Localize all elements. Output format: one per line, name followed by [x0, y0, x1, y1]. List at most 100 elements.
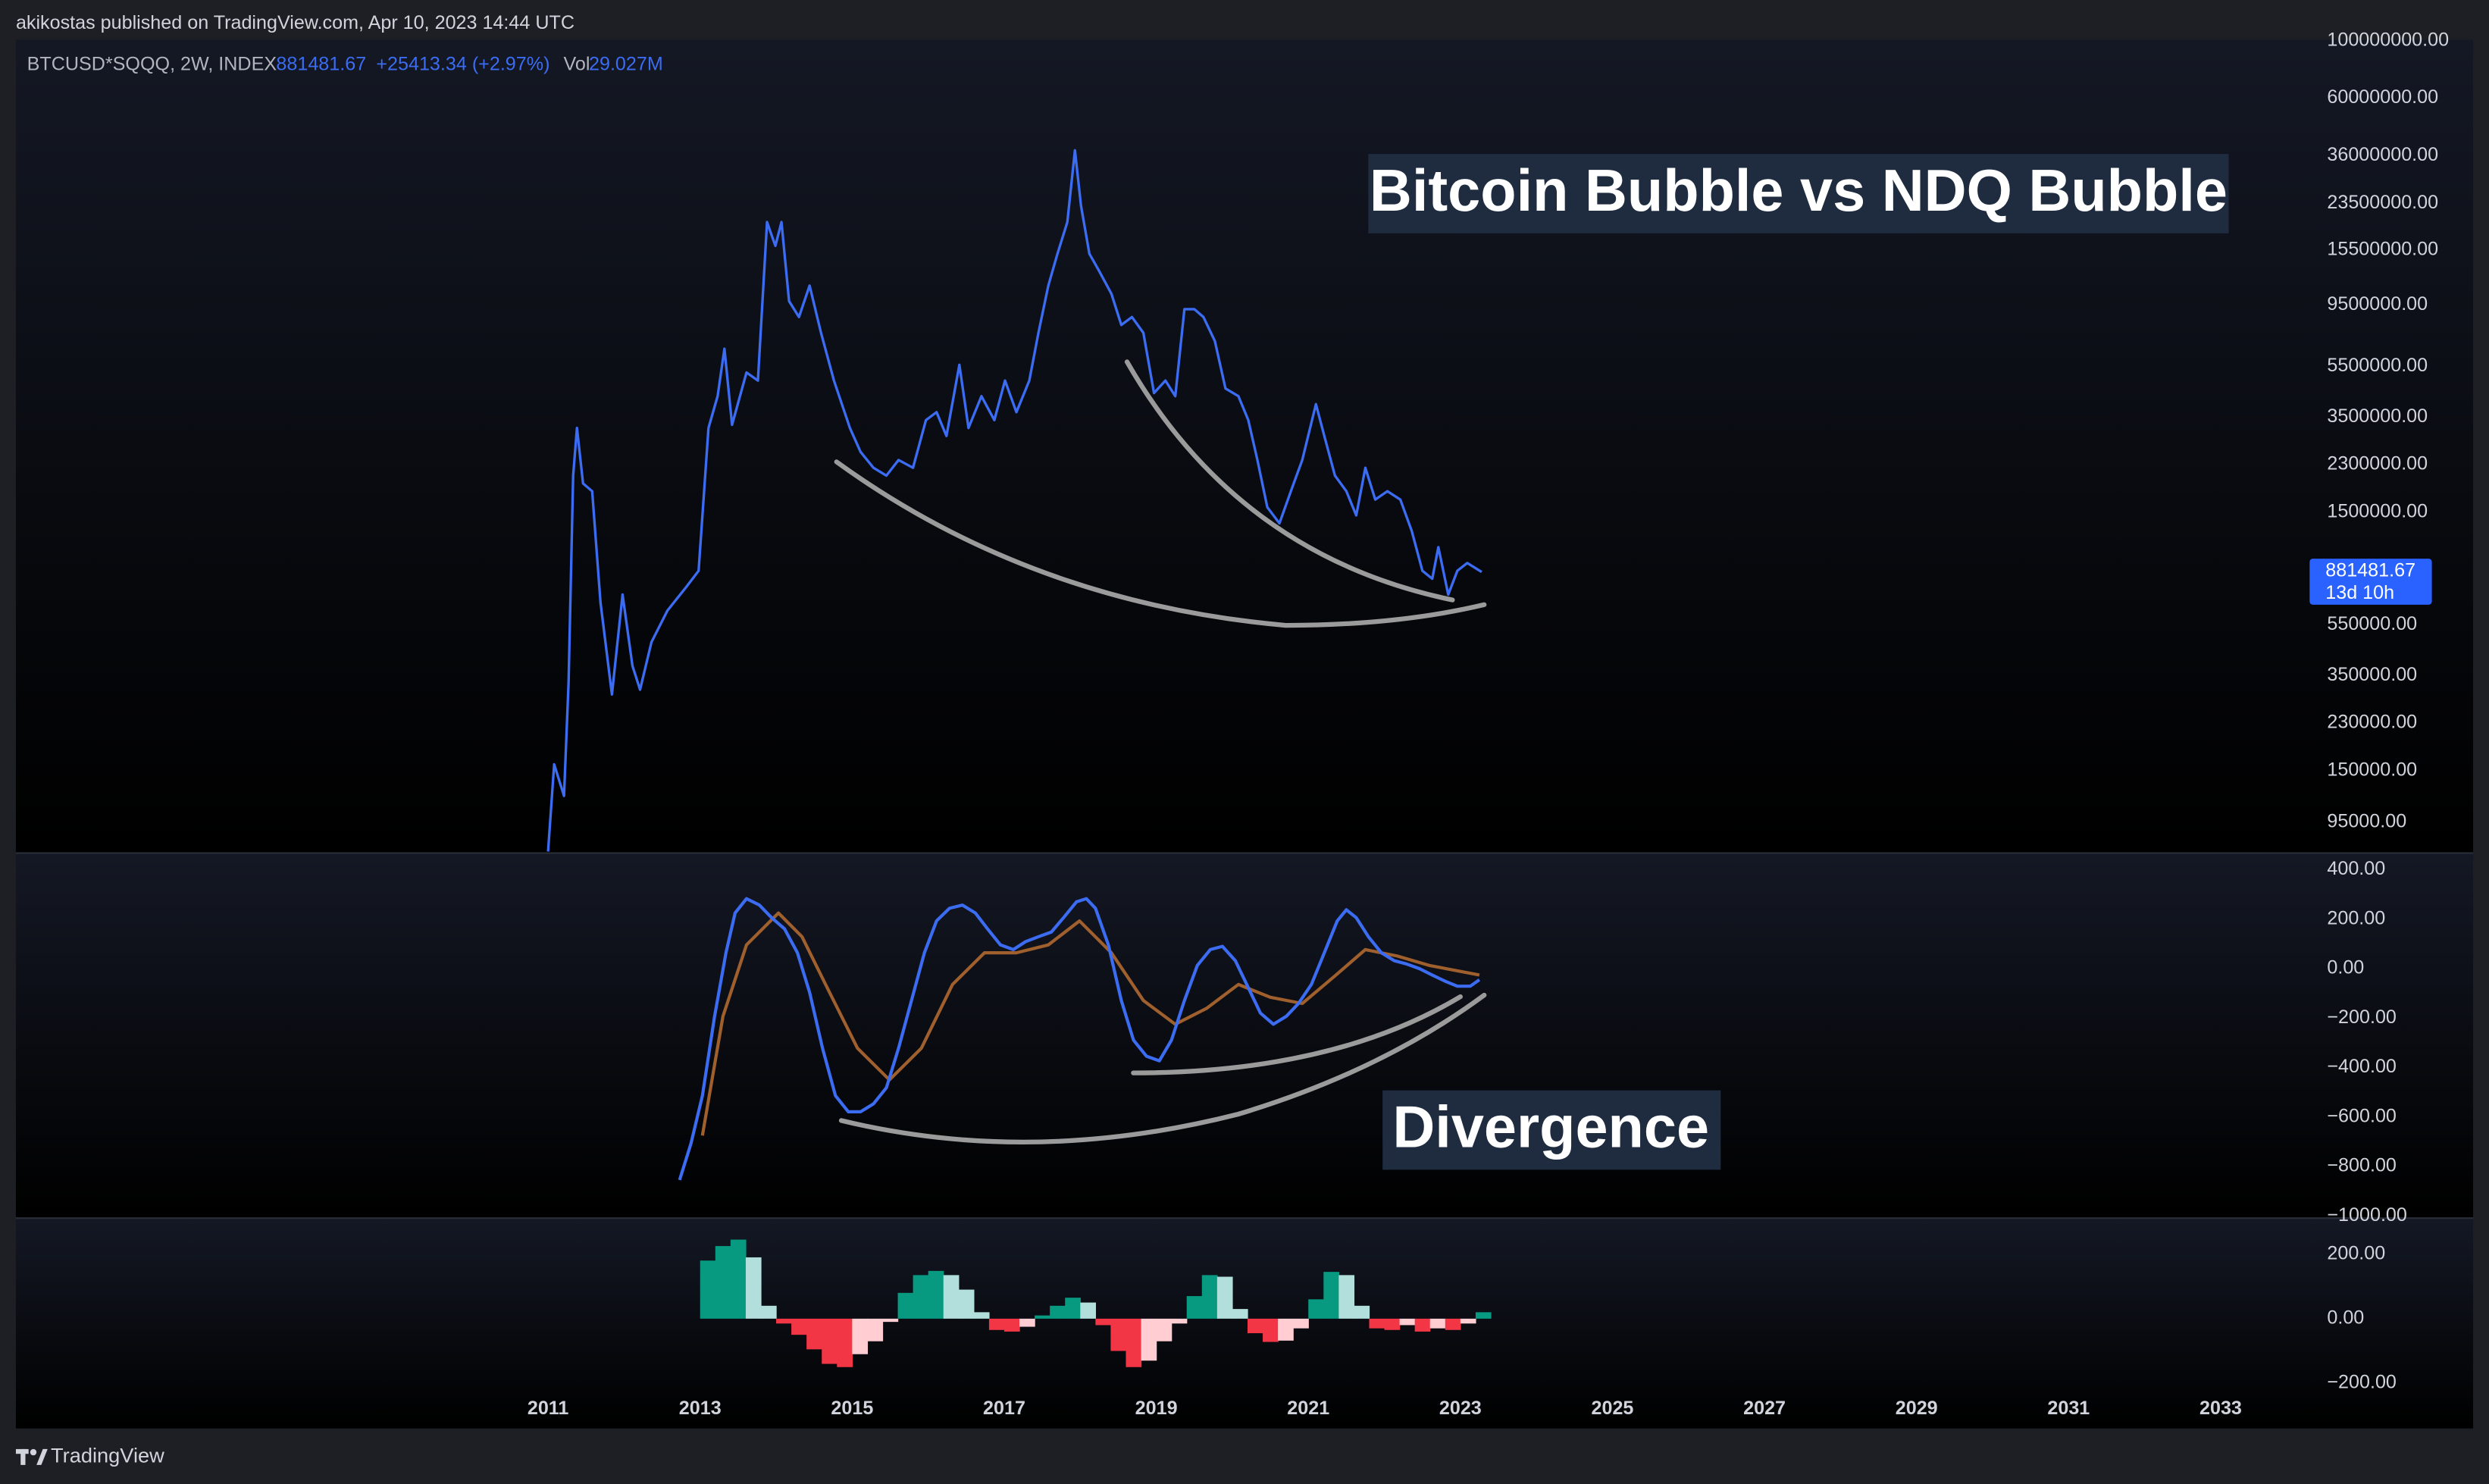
- histogram-bar: [1035, 1315, 1050, 1319]
- histogram-bar: [913, 1275, 929, 1319]
- volume-label: Vol: [564, 54, 590, 75]
- histogram-bar: [1323, 1272, 1339, 1319]
- histogram-bar: [1126, 1318, 1142, 1367]
- y-tick-label: 350000.00: [2327, 664, 2417, 685]
- x-tick-label: 2017: [983, 1398, 1025, 1419]
- y-tick-label: −200.00: [2327, 1372, 2397, 1393]
- y-tick-label: 550000.00: [2327, 613, 2417, 634]
- histogram-bar: [1201, 1275, 1218, 1319]
- histogram-bar: [988, 1318, 1005, 1330]
- x-tick-label: 2031: [2047, 1398, 2090, 1419]
- histogram-bar: [1293, 1318, 1309, 1329]
- drawn-arc: [838, 992, 1487, 1144]
- x-tick-label: 2011: [528, 1398, 569, 1419]
- symbol: BTCUSD*SQQQ, 2W, INDEX: [27, 54, 277, 75]
- series-line: [700, 911, 1480, 1136]
- histogram-bar: [1110, 1318, 1127, 1351]
- y-tick-label: 2300000.00: [2327, 452, 2428, 474]
- histogram-bar: [1156, 1318, 1172, 1342]
- oscillator-panel: [15, 853, 2474, 1218]
- histogram-bar: [1475, 1312, 1492, 1319]
- histogram-bar: [776, 1318, 792, 1324]
- x-tick-label: 2015: [831, 1398, 873, 1419]
- histogram-bar: [1247, 1318, 1263, 1334]
- y-tick-label: 200.00: [2327, 1242, 2385, 1263]
- histogram-bar: [715, 1246, 731, 1319]
- histogram-bar: [1399, 1318, 1416, 1326]
- y-tick-label: −200.00: [2327, 1007, 2397, 1028]
- histogram-bar: [1232, 1309, 1248, 1319]
- x-tick-label: 2027: [1743, 1398, 1786, 1419]
- drawn-arc: [834, 459, 1487, 628]
- x-tick-label: 2021: [1287, 1398, 1329, 1419]
- drawn-arc: [1131, 994, 1463, 1075]
- x-tick-label: 2013: [679, 1398, 722, 1419]
- histogram-bar: [1460, 1318, 1476, 1324]
- y-tick-label: 23500000.00: [2327, 192, 2438, 213]
- histogram-bar: [700, 1260, 716, 1319]
- y-tick-label: 9500000.00: [2327, 293, 2428, 315]
- last-value: 881481.67: [276, 54, 366, 75]
- series-line: [678, 897, 1481, 1181]
- price-tag: [2309, 559, 2432, 605]
- x-tick-label: 2029: [1896, 1398, 1938, 1419]
- y-tick-label: 230000.00: [2327, 711, 2417, 732]
- y-tick-label: −1000.00: [2327, 1204, 2407, 1226]
- histogram-bar: [1065, 1298, 1081, 1319]
- y-tick-label: 95000.00: [2327, 810, 2406, 831]
- histogram-bar: [882, 1318, 899, 1323]
- y-tick-label: 100000000.00: [2327, 29, 2449, 50]
- x-tick-label: 2025: [1592, 1398, 1634, 1419]
- histogram-bar: [1186, 1296, 1203, 1319]
- change: +25413.34 (+2.97%): [376, 54, 549, 75]
- annotation-box: [1382, 1090, 1721, 1170]
- price-tag-countdown: 13d 10h: [2325, 582, 2394, 603]
- histogram-bar: [1369, 1318, 1385, 1329]
- histogram-bar: [837, 1318, 853, 1367]
- histogram-bar: [1019, 1318, 1035, 1327]
- histogram-bar: [1278, 1318, 1294, 1341]
- histogram-bar: [928, 1270, 944, 1319]
- y-tick-label: −800.00: [2327, 1155, 2397, 1176]
- histogram-bar: [867, 1318, 884, 1342]
- y-tick-label: 200.00: [2327, 907, 2385, 928]
- histogram-bar: [1050, 1305, 1066, 1319]
- x-tick-label: 2023: [1439, 1398, 1482, 1419]
- histogram-bar: [745, 1257, 762, 1319]
- histogram-bar: [1141, 1318, 1157, 1361]
- histogram-bar: [943, 1275, 960, 1319]
- y-tick-label: 150000.00: [2327, 759, 2417, 781]
- y-tick-label: 400.00: [2327, 858, 2385, 879]
- histogram-bar: [1308, 1299, 1324, 1319]
- x-tick-label: 2033: [2199, 1398, 2242, 1419]
- logo: [15, 1448, 48, 1465]
- histogram-bar: [1384, 1318, 1401, 1330]
- histogram-bar: [1095, 1318, 1112, 1326]
- y-tick-label: 15500000.00: [2327, 239, 2438, 260]
- histogram-bar: [1216, 1276, 1233, 1319]
- histogram-bar: [760, 1305, 777, 1319]
- brand: TradingView: [51, 1444, 164, 1467]
- y-tick-label: 0.00: [2327, 1307, 2364, 1329]
- y-tick-label: 1500000.00: [2327, 501, 2428, 522]
- histogram-panel: [15, 1219, 2474, 1429]
- histogram-bar: [730, 1239, 747, 1319]
- histogram-bar: [1263, 1318, 1279, 1342]
- histogram-bar: [852, 1318, 869, 1354]
- y-tick-label: 0.00: [2327, 957, 2364, 978]
- histogram-bar: [1414, 1318, 1431, 1332]
- histogram-bar: [791, 1318, 807, 1335]
- series-line: [546, 149, 1482, 852]
- annotation: Divergence: [1392, 1095, 1709, 1160]
- y-tick-label: 60000000.00: [2327, 86, 2438, 108]
- histogram-bar: [1171, 1318, 1188, 1324]
- header-text: akikostas published on TradingView.com, …: [16, 12, 575, 33]
- drawn-arc: [1124, 359, 1455, 603]
- histogram-bar: [1429, 1318, 1446, 1329]
- histogram-bar: [958, 1289, 975, 1319]
- histogram-bar: [806, 1318, 822, 1350]
- x-tick-label: 2019: [1135, 1398, 1178, 1419]
- volume: 29.027M: [589, 54, 663, 75]
- y-tick-label: 36000000.00: [2327, 144, 2438, 165]
